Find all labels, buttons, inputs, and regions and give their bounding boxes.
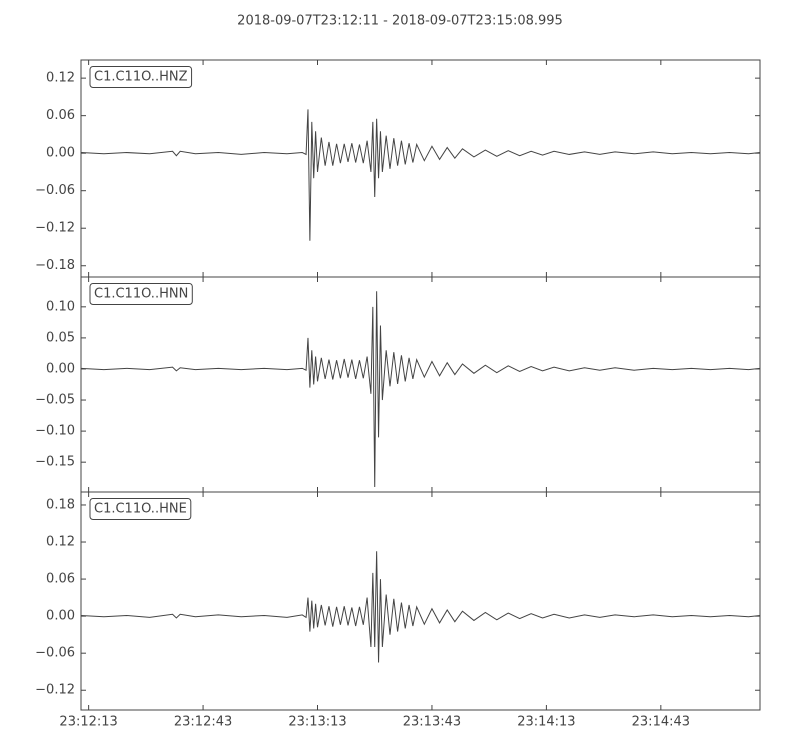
x-tick-label: 23:14:43 — [632, 715, 690, 730]
y-tick-label: −0.12 — [35, 683, 75, 698]
trace-label-box — [89, 66, 193, 88]
y-tick-label: 0.00 — [46, 361, 75, 376]
waveform — [81, 109, 760, 241]
y-tick-label: 0.12 — [46, 71, 75, 86]
x-tick-label: 23:13:43 — [403, 715, 461, 730]
trace-label: C1.C11O..HNE — [94, 502, 187, 517]
x-tick-label: 23:13:13 — [288, 715, 346, 730]
trace-label: C1.C11O..HNZ — [94, 70, 188, 85]
y-tick-label: 0.00 — [46, 609, 75, 624]
x-tick-label: 23:12:43 — [174, 715, 232, 730]
x-tick-label: 23:12:13 — [59, 715, 117, 730]
trace-label: C1.C11O..HNN — [94, 287, 188, 302]
y-tick-label: −0.06 — [35, 646, 75, 661]
y-tick-label: 0.05 — [46, 330, 75, 345]
y-tick-label: 0.06 — [46, 108, 75, 123]
y-tick-label: −0.05 — [35, 393, 75, 408]
trace-label-box — [89, 283, 193, 305]
y-tick-label: 0.12 — [46, 535, 75, 550]
waveform — [81, 291, 760, 488]
chart-title: 2018-09-07T23:12:11 - 2018-09-07T23:15:0… — [237, 14, 563, 29]
y-tick-label: 0.00 — [46, 146, 75, 161]
y-tick-label: −0.06 — [35, 183, 75, 198]
axes-frame — [80, 276, 761, 493]
axes-frame — [80, 59, 761, 278]
y-tick-label: 0.18 — [46, 497, 75, 512]
trace-label-box — [89, 498, 192, 520]
y-tick-label: −0.15 — [35, 455, 75, 470]
y-tick-label: 0.10 — [46, 299, 75, 314]
y-tick-label: −0.12 — [35, 221, 75, 236]
y-tick-label: −0.10 — [35, 424, 75, 439]
waveform — [81, 551, 760, 663]
y-tick-label: −0.18 — [35, 258, 75, 273]
y-tick-label: 0.06 — [46, 572, 75, 587]
x-tick-label: 23:14:13 — [517, 715, 575, 730]
axes-frame — [80, 491, 761, 711]
